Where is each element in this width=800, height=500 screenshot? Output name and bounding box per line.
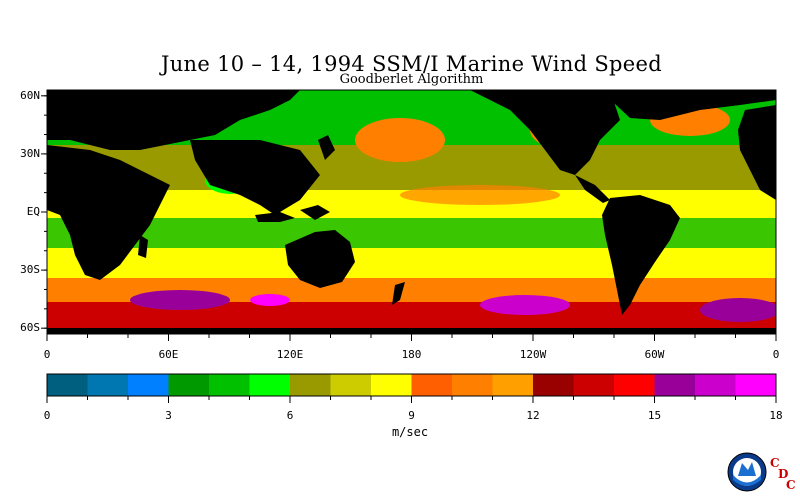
land-greenland-arctic bbox=[600, 90, 776, 120]
colorbar-label: 0 bbox=[43, 409, 51, 422]
colorbar bbox=[47, 374, 777, 396]
lon-label: 120E bbox=[276, 348, 304, 361]
lat-label: EQ bbox=[26, 205, 40, 218]
colorbar-swatch bbox=[371, 374, 412, 396]
colorbar-swatch bbox=[573, 374, 615, 396]
land-new-zealand bbox=[392, 282, 405, 305]
patch-indian-peak bbox=[250, 294, 290, 306]
land-asia-south bbox=[190, 140, 320, 215]
lat-label: 60N bbox=[20, 88, 40, 102]
colorbar-swatch bbox=[492, 374, 534, 396]
noaa-logo-icon bbox=[727, 452, 767, 492]
land-europe-africa-east bbox=[738, 105, 776, 200]
land-antarctica bbox=[47, 328, 776, 334]
colorbar-swatch bbox=[128, 374, 169, 396]
logo-letter-c2: C bbox=[786, 478, 796, 492]
land-central-america bbox=[575, 175, 610, 203]
colorbar-swatch bbox=[654, 374, 696, 396]
land-south-america bbox=[602, 195, 680, 315]
logo-letter-d: D bbox=[778, 467, 789, 481]
longitude-ticks bbox=[46, 334, 777, 341]
patch-npac-west bbox=[355, 118, 445, 162]
colorbar-swatch bbox=[249, 374, 291, 396]
colorbar-swatch bbox=[87, 374, 129, 396]
land-north-america bbox=[470, 90, 620, 175]
colorbar-label: 15 bbox=[647, 409, 662, 422]
lon-label: 60E bbox=[158, 348, 179, 361]
colorbar-label: 3 bbox=[165, 409, 172, 422]
colorbar-label: 9 bbox=[408, 409, 415, 422]
map-title: June 10 – 14, 1994 SSM/I Marine Wind Spe… bbox=[161, 52, 662, 76]
colorbar-swatch bbox=[614, 374, 655, 396]
lat-label: 30N bbox=[20, 146, 40, 160]
lat-label: 30S bbox=[20, 263, 40, 277]
colorbar-ticks bbox=[46, 396, 777, 403]
patch-atlantic-max bbox=[700, 298, 776, 322]
map-subtitle: Goodberlet Algorithm bbox=[339, 72, 484, 87]
land-indonesia bbox=[255, 212, 295, 222]
colorbar-swatch bbox=[735, 374, 777, 396]
colorbar-swatch bbox=[411, 374, 453, 396]
lon-label: 60W bbox=[644, 348, 665, 361]
colorbar-swatch bbox=[209, 374, 250, 396]
lon-label: 180 bbox=[401, 348, 422, 361]
map-field bbox=[47, 90, 776, 334]
lon-label: 120W bbox=[519, 348, 547, 361]
ocean-band-subtropic-s bbox=[47, 248, 776, 278]
land-madagascar bbox=[138, 235, 148, 258]
lon-label: 0 bbox=[772, 348, 780, 361]
colorbar-swatch bbox=[452, 374, 493, 396]
colorbar-unit: m/sec bbox=[391, 425, 429, 439]
colorbar-swatch bbox=[168, 374, 210, 396]
colorbar-label: 18 bbox=[769, 409, 783, 422]
colorbar-swatch bbox=[330, 374, 372, 396]
logo-letter-c1: C bbox=[770, 456, 780, 470]
land-japan bbox=[318, 135, 335, 160]
colorbar-swatch bbox=[533, 374, 574, 396]
lat-label: 60S bbox=[20, 321, 40, 335]
patch-pacific-max bbox=[480, 295, 570, 315]
patch-trade-winds bbox=[400, 185, 560, 205]
land-eurasia-north bbox=[47, 90, 300, 150]
colorbar-swatch bbox=[695, 374, 736, 396]
latitude-ticks bbox=[41, 95, 47, 329]
colorbar-swatch bbox=[290, 374, 331, 396]
land-africa bbox=[47, 145, 170, 280]
lon-label: 0 bbox=[43, 348, 51, 361]
patch-indian-max bbox=[130, 290, 230, 310]
colorbar-swatch bbox=[47, 374, 88, 396]
colorbar-label: 12 bbox=[526, 409, 540, 422]
land-australia bbox=[285, 230, 355, 288]
colorbar-label: 6 bbox=[286, 409, 294, 422]
land bbox=[47, 90, 776, 334]
land-new-guinea bbox=[300, 205, 330, 220]
